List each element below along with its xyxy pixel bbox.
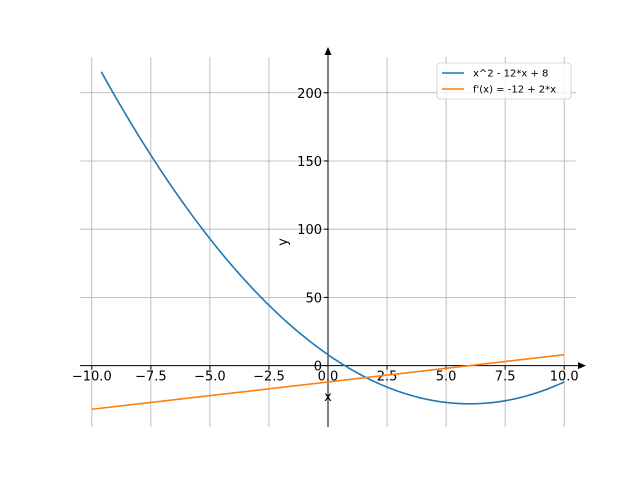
y-tick-label: 100 [297, 223, 322, 238]
x-tick-label: 7.5 [495, 370, 516, 385]
x-axis-label: x [324, 390, 332, 405]
x-tick-label: −2.5 [253, 370, 285, 385]
series-line-2 [91, 353, 565, 411]
y-tick-label: 50 [305, 291, 322, 306]
y-tick-label: 150 [297, 155, 322, 170]
legend-entry: f'(x) = -12 + 2*x [473, 85, 556, 96]
x-tick-label: −7.5 [135, 370, 167, 385]
series-lines [91, 71, 565, 411]
legend-box [436, 62, 572, 100]
axes [80, 47, 586, 427]
legend-entry: x^2 - 12*x + 8 [473, 69, 548, 80]
x-tick-label: 5.0 [436, 370, 457, 385]
y-tick-label: 200 [297, 87, 322, 102]
tick-labels: −10.0 −7.5 −5.0 −2.5 0.0 2.5 5.0 7.5 10.00501001… [72, 87, 579, 385]
y-axis-arrow [324, 47, 332, 55]
y-tick-label: 0 [314, 360, 322, 375]
series-line-1 [100, 71, 565, 405]
x-tick-label: 2.5 [377, 370, 398, 385]
x-axis-arrow [578, 362, 586, 370]
x-tick-label: −5.0 [194, 370, 226, 385]
x-tick-label: 10.0 [550, 370, 579, 385]
x-tick-label: −10.0 [72, 370, 112, 385]
y-axis-label: y [276, 238, 291, 246]
legend: x^2 - 12*x + 8 f'(x) = -12 + 2*x [436, 62, 572, 100]
